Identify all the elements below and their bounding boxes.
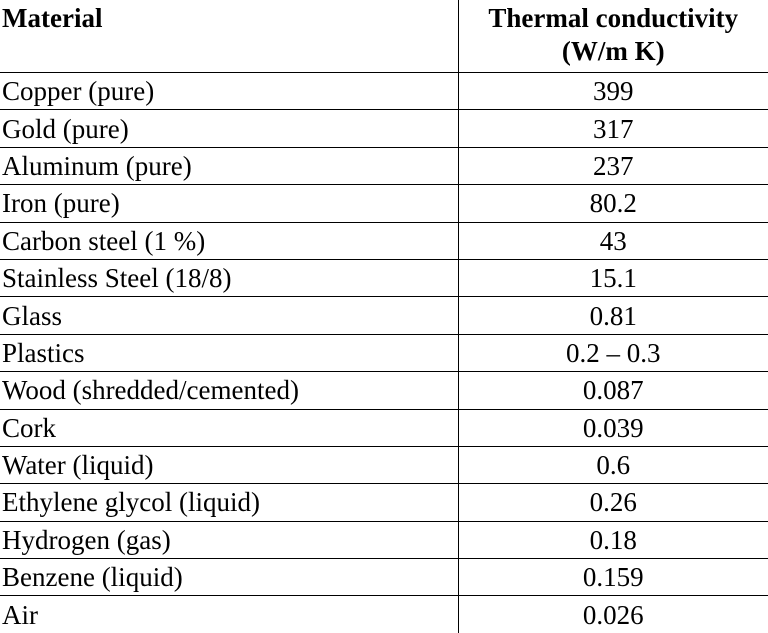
table-row: Gold (pure)317 [0,110,768,147]
table-row: Wood (shredded/cemented)0.087 [0,372,768,409]
conductivity-value-cell: 0.026 [458,596,768,633]
table-row: Stainless Steel (18/8)15.1 [0,259,768,296]
conductivity-value-cell: 80.2 [458,185,768,222]
conductivity-value-cell: 237 [458,147,768,184]
material-cell: Wood (shredded/cemented) [0,372,458,409]
material-cell: Plastics [0,334,458,371]
conductivity-header-title: Thermal conductivity [459,2,768,35]
material-cell: Hydrogen (gas) [0,521,458,558]
table-header: Material Thermal conductivity (W/m K) [0,0,768,73]
conductivity-value-cell: 399 [458,73,768,110]
conductivity-value-cell: 0.18 [458,521,768,558]
material-cell: Ethylene glycol (liquid) [0,484,458,521]
conductivity-value-cell: 43 [458,222,768,259]
material-cell: Aluminum (pure) [0,147,458,184]
conductivity-header-unit: (W/m K) [459,35,768,68]
conductivity-value-cell: 0.81 [458,297,768,334]
table-row: Ethylene glycol (liquid)0.26 [0,484,768,521]
table-row: Aluminum (pure)237 [0,147,768,184]
header-row: Material Thermal conductivity (W/m K) [0,0,768,73]
conductivity-value-cell: 0.087 [458,372,768,409]
table-row: Hydrogen (gas)0.18 [0,521,768,558]
material-cell: Stainless Steel (18/8) [0,259,458,296]
material-cell: Copper (pure) [0,73,458,110]
material-cell: Air [0,596,458,633]
conductivity-value-cell: 0.26 [458,484,768,521]
material-cell: Carbon steel (1 %) [0,222,458,259]
table-row: Benzene (liquid)0.159 [0,559,768,596]
material-cell: Gold (pure) [0,110,458,147]
table-row: Copper (pure)399 [0,73,768,110]
conductivity-value-cell: 15.1 [458,259,768,296]
conductivity-value-cell: 0.039 [458,409,768,446]
table-row: Carbon steel (1 %)43 [0,222,768,259]
conductivity-value-cell: 0.159 [458,559,768,596]
material-column-header: Material [0,0,458,73]
conductivity-value-cell: 0.2 – 0.3 [458,334,768,371]
table-row: Iron (pure)80.2 [0,185,768,222]
material-cell: Water (liquid) [0,446,458,483]
table-row: Water (liquid)0.6 [0,446,768,483]
material-cell: Benzene (liquid) [0,559,458,596]
material-cell: Iron (pure) [0,185,458,222]
material-cell: Glass [0,297,458,334]
conductivity-value-cell: 0.6 [458,446,768,483]
material-cell: Cork [0,409,458,446]
conductivity-value-cell: 317 [458,110,768,147]
conductivity-column-header: Thermal conductivity (W/m K) [458,0,768,73]
